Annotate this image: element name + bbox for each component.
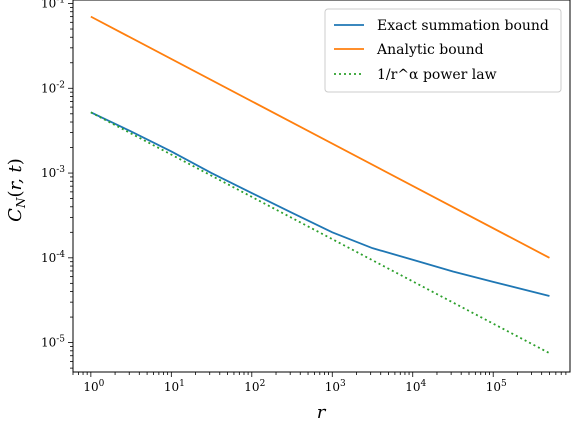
x-tick-label-1: 101 <box>164 379 185 394</box>
y-tick-label-0: 10-5 <box>41 335 65 350</box>
legend: Exact summation bound Analytic bound 1/r… <box>324 8 562 93</box>
series-line-0 <box>90 111 550 297</box>
series-line-2 <box>90 111 550 354</box>
y-tick-label-3: 10-2 <box>41 80 65 95</box>
x-tick-label-5: 105 <box>486 379 507 394</box>
x-tick-label-4: 104 <box>405 379 426 394</box>
legend-box <box>324 8 562 93</box>
x-axis-title: r <box>317 402 327 422</box>
series-layer <box>90 15 550 354</box>
y-axis-title-sub: N <box>14 197 28 209</box>
y-tick-label-2: 10-3 <box>41 165 65 180</box>
legend-label-analytic: Analytic bound <box>376 42 484 58</box>
y-tick-label-4: 10-1 <box>41 0 65 11</box>
series-line-1 <box>90 15 550 259</box>
y-tick-label-1: 10-4 <box>41 250 65 265</box>
legend-label-exact: Exact summation bound <box>377 18 549 34</box>
ticks-layer: 100 101 102 103 104 105 10-5 10-4 10-3 10-2 10-1 <box>41 0 567 394</box>
y-axis-title: CN(r, t) <box>5 158 28 222</box>
x-tick-label-0: 100 <box>83 379 104 394</box>
y-axis-title-args: ( <box>5 191 26 198</box>
legend-label-powerlaw: 1/r^α power law <box>377 67 497 83</box>
x-tick-label-2: 102 <box>244 379 265 394</box>
y-axis-title-main: C <box>5 208 26 222</box>
x-tick-label-3: 103 <box>325 379 346 394</box>
